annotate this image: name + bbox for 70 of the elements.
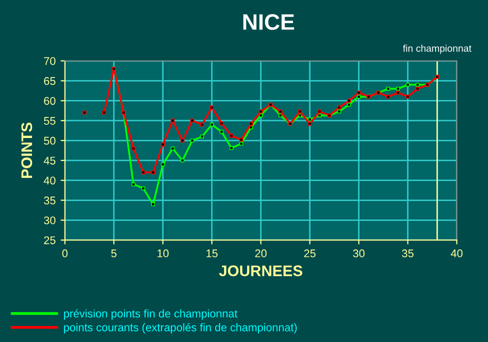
- point: [386, 86, 390, 91]
- x-tick-label: 0: [62, 249, 68, 258]
- point: [132, 146, 136, 150]
- point: [386, 94, 390, 99]
- x-tick-label: 35: [402, 249, 414, 258]
- point: [180, 158, 184, 162]
- point: [318, 110, 322, 114]
- legend-label: points courants (extrapolés fin de championnat): [64, 323, 297, 334]
- point: [141, 170, 146, 174]
- x-tick-label: 30: [353, 249, 365, 258]
- point: [160, 162, 165, 166]
- x-tick-label: 10: [158, 249, 169, 258]
- x-tick-label: 40: [450, 249, 463, 258]
- point: [347, 98, 351, 103]
- point: [210, 122, 214, 127]
- point: [170, 146, 175, 150]
- point: [220, 121, 224, 126]
- point: [298, 113, 302, 118]
- point: [278, 113, 282, 118]
- y-axis-title: POINTS: [21, 122, 32, 178]
- y-tick-label: 50: [44, 136, 56, 145]
- point: [249, 122, 253, 126]
- point: [318, 113, 322, 118]
- point: [170, 118, 175, 123]
- y-tick-label: 45: [44, 156, 56, 165]
- y-tick-label: 40: [44, 176, 56, 184]
- point: [180, 138, 184, 142]
- point: [160, 142, 165, 146]
- x-tick-label: 15: [206, 250, 218, 258]
- x-axis-title: JOURNEES: [219, 265, 302, 276]
- point: [190, 138, 194, 142]
- point: [190, 118, 194, 123]
- x-tick-label: 5: [111, 250, 117, 258]
- y-tick-label: 60: [44, 96, 56, 105]
- point: [396, 90, 400, 95]
- legend-label: prévision points fin de championnat: [64, 309, 238, 320]
- point: [347, 102, 351, 107]
- point: [132, 182, 136, 186]
- y-tick-label: 30: [44, 216, 56, 224]
- point: [416, 86, 420, 91]
- point: [396, 86, 400, 91]
- point: [151, 170, 156, 174]
- y-tick-label: 55: [44, 116, 56, 125]
- point: [230, 134, 234, 138]
- y-tick-label: 70: [44, 57, 56, 66]
- point: [278, 110, 282, 114]
- y-tick-label: 25: [44, 236, 56, 244]
- point: [220, 130, 224, 134]
- x-tick-label: 25: [304, 249, 316, 258]
- point: [337, 106, 342, 110]
- point: [258, 110, 263, 114]
- x-tick-label: 20: [255, 249, 267, 258]
- point: [308, 117, 312, 122]
- chart-title: NICE: [243, 14, 294, 30]
- point: [230, 146, 234, 150]
- point: [210, 106, 214, 110]
- y-tick-label: 65: [44, 77, 56, 85]
- point: [82, 110, 86, 115]
- point: [258, 113, 263, 118]
- point: [151, 202, 156, 206]
- ref-line-label: fin championnat: [402, 44, 472, 54]
- point: [200, 134, 204, 138]
- point: [141, 186, 146, 190]
- point: [200, 122, 204, 127]
- point: [298, 110, 302, 114]
- point: [308, 122, 312, 126]
- y-tick-label: 35: [44, 196, 56, 204]
- point: [102, 110, 106, 115]
- point: [416, 82, 420, 87]
- point: [337, 110, 342, 114]
